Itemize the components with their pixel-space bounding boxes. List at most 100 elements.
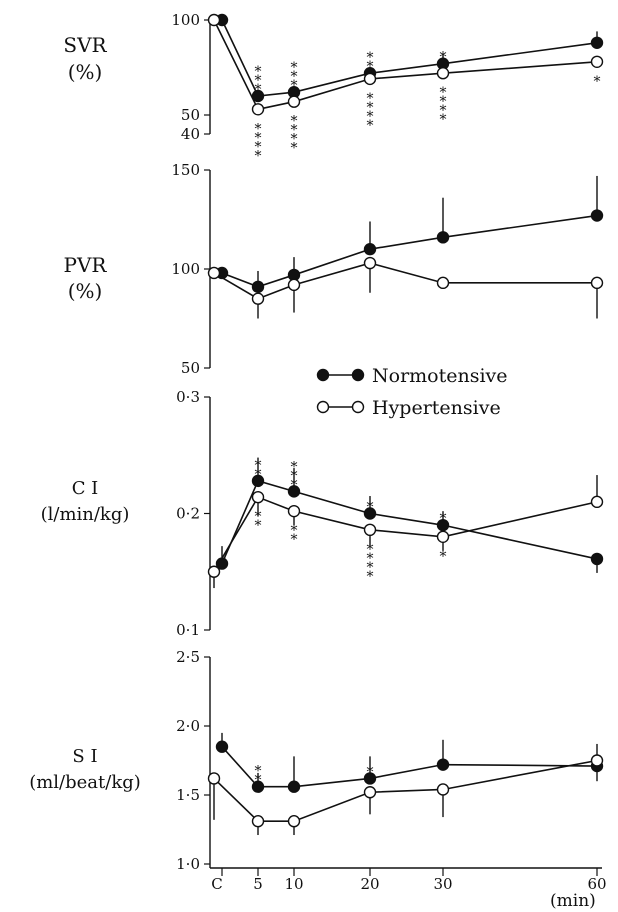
x-tick-label: C bbox=[211, 875, 222, 893]
significance-asterisk: * bbox=[255, 764, 262, 780]
normotensive-point bbox=[590, 209, 604, 222]
normotensive-point bbox=[287, 485, 301, 498]
hypertensive-point bbox=[436, 530, 450, 543]
significance-asterisk: * bbox=[367, 100, 374, 116]
significance-asterisk: * bbox=[291, 459, 298, 475]
normotensive-point bbox=[287, 780, 301, 793]
significance-asterisk: * bbox=[367, 109, 374, 125]
normotensive-point bbox=[436, 758, 450, 771]
hypertensive-point bbox=[207, 772, 221, 785]
hypertensive-point bbox=[590, 55, 604, 68]
hypertensive-point bbox=[207, 565, 221, 578]
x-axis-unit: (min) bbox=[550, 891, 596, 911]
legend: Normotensive Hypertensive bbox=[316, 365, 508, 419]
significance-asterisk: * bbox=[255, 773, 262, 789]
panel-label: (l/min/kg) bbox=[41, 504, 130, 525]
hypertensive-point bbox=[436, 783, 450, 796]
significance-asterisk: * bbox=[367, 551, 374, 567]
significance-asterisk: * bbox=[291, 60, 298, 76]
hypertensive-series-line bbox=[213, 759, 598, 823]
significance-asterisk: * bbox=[440, 94, 447, 110]
normotensive-series-line bbox=[221, 19, 598, 97]
hypertensive-series-line bbox=[213, 496, 598, 573]
significance-asterisk: * bbox=[291, 523, 298, 539]
x-ticks: C 5 10 20 30 60 bbox=[211, 868, 607, 893]
normotensive-series-line bbox=[221, 479, 598, 564]
significance-asterisk: * bbox=[291, 532, 298, 548]
significance-asterisk: * bbox=[255, 139, 262, 155]
significance-asterisk: * bbox=[594, 74, 601, 90]
hypertensive-point bbox=[363, 72, 377, 86]
hypertensive-series-line bbox=[213, 262, 597, 300]
significance-asterisk: * bbox=[291, 468, 298, 484]
panel-label: (%) bbox=[68, 60, 103, 84]
y-tick-label: 1·0 bbox=[176, 855, 200, 873]
legend-normotensive-marker-end bbox=[351, 368, 365, 382]
x-tick-label: 10 bbox=[284, 875, 303, 893]
x-tick-label: 30 bbox=[433, 875, 452, 893]
x-axis: C 5 10 20 30 60 (min) bbox=[210, 867, 607, 911]
hypertensive-point bbox=[207, 13, 221, 27]
hypertensive-point bbox=[436, 66, 450, 80]
significance-asterisk: * bbox=[367, 91, 374, 107]
significance-asterisk: * bbox=[291, 132, 298, 148]
normotensive-point bbox=[251, 280, 265, 294]
normotensive-point bbox=[251, 89, 265, 103]
significance-asterisk: * bbox=[255, 458, 262, 474]
hypertensive-point bbox=[251, 292, 265, 305]
x-tick-label: 60 bbox=[587, 875, 606, 893]
hypertensive-point bbox=[287, 95, 301, 108]
normotensive-point bbox=[590, 36, 604, 49]
significance-asterisk: * bbox=[367, 764, 374, 780]
legend-hypertensive-marker-end bbox=[351, 400, 365, 414]
legend-normotensive-marker bbox=[316, 368, 330, 382]
panel-label: SVR bbox=[63, 33, 107, 57]
normotensive-point bbox=[251, 474, 265, 488]
significance-asterisk: * bbox=[367, 569, 374, 585]
normotensive-point bbox=[251, 780, 265, 793]
significance-asterisk: * bbox=[255, 82, 262, 98]
significance-asterisk: * bbox=[255, 121, 262, 137]
significance-asterisk: * bbox=[291, 123, 298, 139]
significance-asterisk: * bbox=[255, 518, 262, 534]
hypertensive-point bbox=[251, 815, 265, 828]
significance-asterisk: * bbox=[291, 69, 298, 85]
panel-label: (ml/beat/kg) bbox=[29, 772, 141, 793]
x-tick-label: 5 bbox=[253, 875, 263, 893]
normotensive-point bbox=[363, 242, 377, 256]
significance-asterisk: * bbox=[440, 103, 447, 119]
hypertensive-point bbox=[590, 495, 604, 509]
significance-asterisk: * bbox=[255, 148, 262, 164]
y-tick-label: 40 bbox=[181, 125, 200, 143]
significance-asterisk: * bbox=[255, 509, 262, 525]
significance-asterisk: * bbox=[255, 64, 262, 80]
significance-asterisk: * bbox=[291, 141, 298, 157]
x-tick-label: 20 bbox=[360, 875, 379, 893]
hypertensive-point bbox=[251, 490, 265, 504]
legend-hypertensive-label: Hypertensive bbox=[372, 397, 501, 419]
normotensive-series-line bbox=[221, 746, 598, 788]
significance-asterisk: * bbox=[367, 560, 374, 576]
hypertensive-point bbox=[287, 504, 301, 518]
y-tick-label: 0·1 bbox=[176, 621, 200, 639]
normotensive-series-line bbox=[221, 214, 598, 288]
significance-asterisk: * bbox=[291, 78, 298, 94]
hypertensive-point bbox=[363, 786, 377, 799]
y-tick-label: 150 bbox=[171, 161, 200, 179]
hypertensive-point bbox=[363, 256, 377, 270]
significance-asterisk: * bbox=[255, 130, 262, 146]
panel-label: PVR bbox=[64, 253, 108, 277]
significance-asterisk: * bbox=[255, 467, 262, 483]
significance-asterisk: * bbox=[255, 73, 262, 89]
y-tick-label: 50 bbox=[181, 106, 200, 124]
y-tick-label: 0·3 bbox=[176, 388, 200, 406]
panel-label: C I bbox=[72, 478, 99, 499]
y-tick-label: 100 bbox=[171, 11, 200, 29]
significance-asterisk: * bbox=[291, 477, 298, 493]
legend-normotensive-label: Normotensive bbox=[372, 365, 508, 387]
significance-asterisk: * bbox=[367, 542, 374, 558]
significance-asterisk: * bbox=[440, 511, 447, 527]
panel-label: (%) bbox=[68, 279, 103, 303]
significance-asterisk: * bbox=[440, 549, 447, 565]
